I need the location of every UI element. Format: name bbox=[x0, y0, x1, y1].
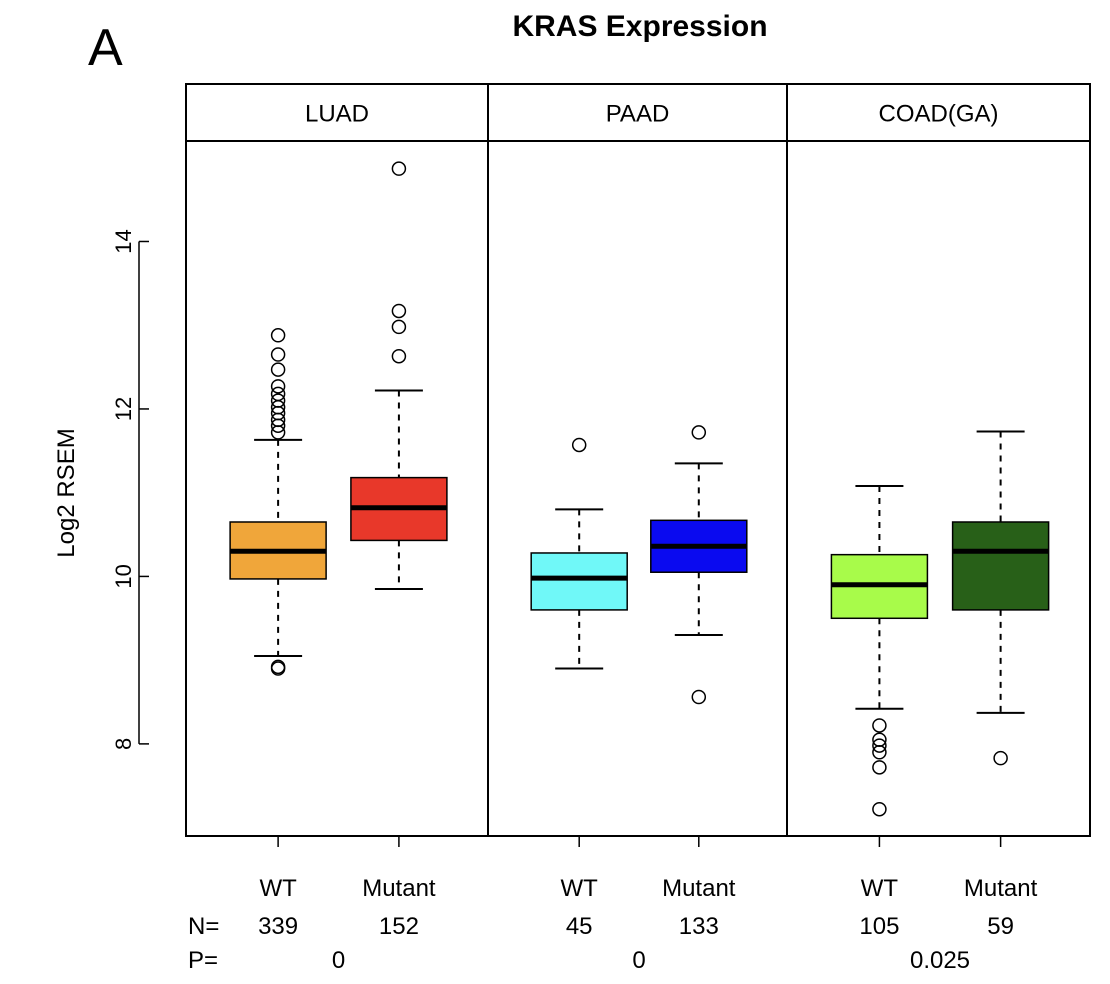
outlier-point bbox=[270, 328, 286, 343]
outlier-point bbox=[571, 437, 587, 453]
p-value: 0 bbox=[332, 947, 345, 974]
outlier-point bbox=[391, 161, 407, 176]
n-value: 152 bbox=[379, 913, 419, 940]
outlier-point bbox=[391, 303, 407, 319]
panel-paad: PAAD WT 45 Mutant 133 0 bbox=[487, 83, 788, 974]
outlier-point bbox=[270, 347, 286, 362]
outlier-point bbox=[872, 732, 887, 747]
outlier-point bbox=[872, 760, 887, 775]
p-row-label: P= bbox=[188, 947, 218, 974]
panel-frame bbox=[786, 140, 1091, 837]
outlier-point bbox=[391, 319, 407, 335]
x-tick-label: Mutant bbox=[362, 875, 436, 902]
n-value: 45 bbox=[566, 913, 593, 940]
x-tick-label: WT bbox=[561, 875, 599, 902]
outlier-point bbox=[993, 750, 1008, 766]
chart-title: KRAS Expression bbox=[512, 10, 767, 43]
box-wt: WT 339 bbox=[229, 328, 327, 940]
outlier-point bbox=[270, 362, 286, 377]
box-mutant: Mutant 133 bbox=[650, 425, 748, 940]
y-axis-label: Log2 RSEM bbox=[53, 428, 80, 557]
y-tick-label: 12 bbox=[111, 397, 136, 421]
panel-letter: A bbox=[88, 19, 123, 77]
y-tick-label: 10 bbox=[111, 564, 136, 588]
p-value: 0 bbox=[632, 947, 645, 974]
panel-frame bbox=[487, 140, 788, 837]
x-tick-label: WT bbox=[259, 875, 297, 902]
x-tick-label: WT bbox=[861, 875, 899, 902]
panel-strip-label: COAD(GA) bbox=[879, 101, 999, 128]
iqr-box bbox=[530, 552, 628, 611]
outlier-point bbox=[270, 386, 286, 402]
y-tick-label: 14 bbox=[111, 229, 136, 253]
outlier-point bbox=[270, 659, 286, 675]
panel-strip bbox=[487, 83, 788, 142]
panel-coad-ga-: COAD(GA) WT 105 Mutant 59 0.025 bbox=[786, 83, 1091, 974]
p-value: 0.025 bbox=[910, 947, 970, 974]
panel-luad: LUAD WT 339 Mutant 152 0 bbox=[185, 83, 489, 974]
y-tick-label: 8 bbox=[111, 738, 136, 750]
n-value: 133 bbox=[679, 913, 719, 940]
outlier-point bbox=[872, 738, 887, 753]
box-wt: WT 45 bbox=[530, 437, 628, 940]
x-tick-label: Mutant bbox=[964, 875, 1038, 902]
n-value: 105 bbox=[859, 913, 899, 940]
outlier-point bbox=[872, 718, 887, 733]
iqr-box bbox=[951, 521, 1050, 611]
box-wt: WT 105 bbox=[830, 484, 929, 940]
x-tick-label: Mutant bbox=[662, 875, 736, 902]
n-value: 339 bbox=[258, 913, 298, 940]
outlier-point bbox=[270, 393, 286, 408]
box-mutant: Mutant 152 bbox=[350, 161, 448, 940]
panel-strip-label: LUAD bbox=[305, 101, 369, 128]
outlier-point bbox=[391, 348, 407, 364]
panel-strip bbox=[185, 83, 489, 142]
panel-strip-label: PAAD bbox=[606, 101, 670, 128]
outlier-point bbox=[691, 689, 707, 705]
outlier-point bbox=[872, 801, 887, 817]
n-value: 59 bbox=[987, 913, 1014, 940]
outlier-point bbox=[691, 425, 707, 440]
box-mutant: Mutant 59 bbox=[951, 430, 1050, 940]
panel-strip bbox=[786, 83, 1091, 142]
n-row-label: N= bbox=[188, 913, 219, 940]
outlier-point bbox=[270, 379, 286, 394]
